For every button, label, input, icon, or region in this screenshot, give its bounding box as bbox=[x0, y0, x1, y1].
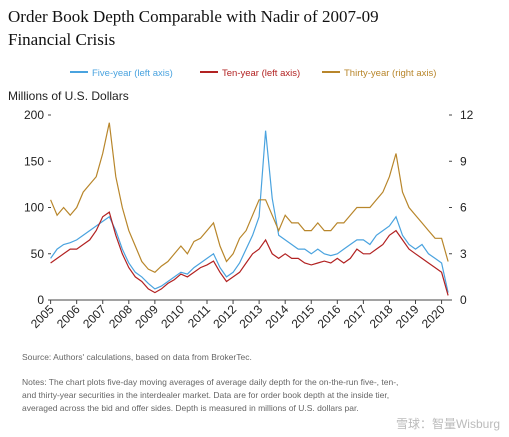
x-tick-label: 2009 bbox=[132, 302, 161, 331]
x-tick-label: 2015 bbox=[289, 302, 318, 331]
x-tick-label: 2017 bbox=[341, 302, 370, 331]
series-line bbox=[50, 122, 449, 274]
y-tick-label: 0 bbox=[37, 293, 44, 307]
y2-tick-label: 9 bbox=[460, 154, 467, 168]
y-axis-label: Millions of U.S. Dollars bbox=[8, 89, 129, 103]
y-tick-label: 150 bbox=[24, 154, 44, 168]
legend-label: Five-year (left axis) bbox=[92, 68, 173, 79]
x-tick-label: 2006 bbox=[54, 302, 83, 331]
y-tick-label: 100 bbox=[24, 201, 44, 215]
x-tick-label: 2018 bbox=[367, 302, 396, 331]
x-tick-label: 2016 bbox=[315, 302, 344, 331]
y2-tick-label: 0 bbox=[460, 293, 467, 307]
source-note: Source: Authors' calculations, based on … bbox=[22, 352, 252, 362]
y-tick-label: 50 bbox=[31, 247, 45, 261]
notes: Notes: The chart plots five-day moving a… bbox=[22, 377, 398, 387]
chart-title: Order Book Depth Comparable with Nadir o… bbox=[8, 7, 379, 26]
y-tick-label: 200 bbox=[24, 108, 44, 122]
x-tick-label: 2019 bbox=[393, 302, 422, 331]
x-tick-label: 2013 bbox=[236, 302, 265, 331]
chart-title: Financial Crisis bbox=[8, 30, 115, 49]
x-tick-label: 2012 bbox=[210, 302, 239, 331]
notes: and thirty-year securities in the interd… bbox=[22, 390, 389, 400]
x-tick-label: 2020 bbox=[419, 302, 448, 331]
watermark: 雪球：智量Wisburg bbox=[396, 416, 500, 431]
legend-label: Ten-year (left axis) bbox=[222, 68, 300, 79]
x-tick-label: 2007 bbox=[80, 302, 109, 331]
series-line bbox=[50, 211, 449, 296]
x-tick-label: 2010 bbox=[158, 302, 187, 331]
x-tick-label: 2008 bbox=[106, 302, 135, 331]
x-tick-label: 2005 bbox=[28, 302, 57, 331]
y2-tick-label: 12 bbox=[460, 108, 474, 122]
x-tick-label: 2011 bbox=[185, 302, 213, 330]
legend-label: Thirty-year (right axis) bbox=[344, 68, 436, 79]
x-tick-label: 2014 bbox=[263, 302, 292, 331]
y2-tick-label: 3 bbox=[460, 247, 467, 261]
notes: averaged across the bid and offer sides.… bbox=[22, 403, 359, 413]
series-line bbox=[50, 130, 449, 293]
y2-tick-label: 6 bbox=[460, 201, 467, 215]
